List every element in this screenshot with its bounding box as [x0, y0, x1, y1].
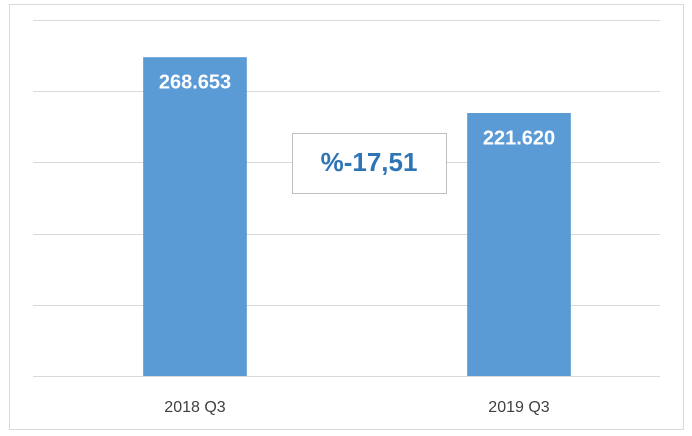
data-label: 268.653 — [159, 71, 231, 93]
annotation-box — [292, 133, 447, 194]
x-tick-label: 2018 Q3 — [164, 399, 225, 416]
bar — [467, 113, 571, 377]
x-tick-label: 2019 Q3 — [488, 399, 549, 416]
bar — [143, 57, 247, 377]
data-label: 221.620 — [483, 127, 555, 149]
chart-frame — [9, 4, 684, 430]
annotation: %-17,51 — [321, 147, 418, 177]
